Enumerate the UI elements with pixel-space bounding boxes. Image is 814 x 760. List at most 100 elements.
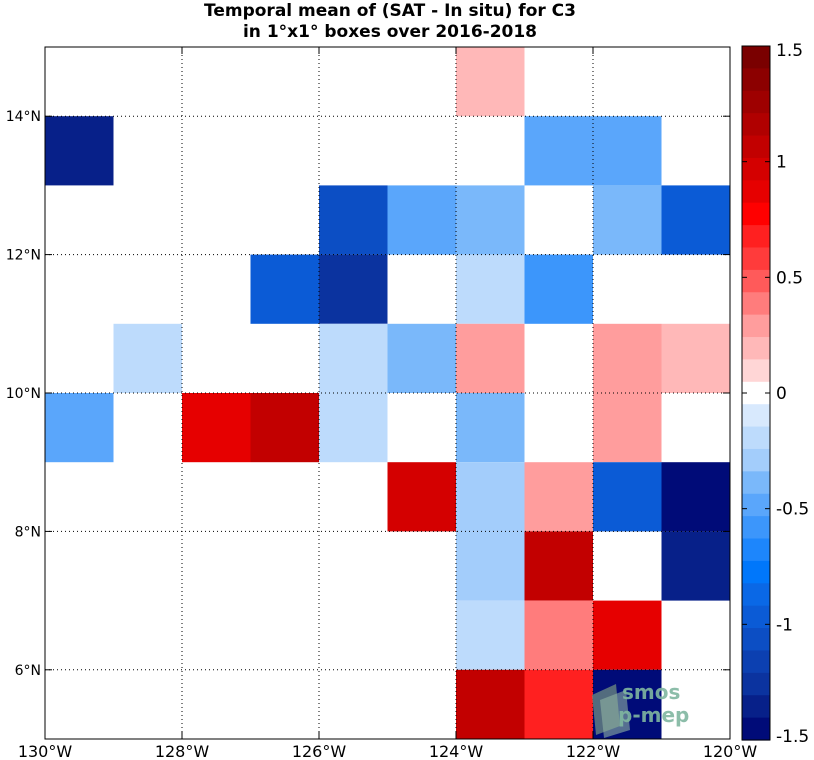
colorbar-swatch-22 [742, 538, 770, 562]
x-tick-label-3: 124°W [429, 742, 484, 760]
colorbar-swatch-12 [742, 314, 770, 338]
heatmap-cell-3 [593, 116, 662, 186]
heatmap-cell-7 [593, 185, 662, 255]
x-tick-label-4: 122°W [566, 742, 621, 760]
heatmap-cell-25 [387, 462, 456, 532]
heatmap-cell-24 [593, 393, 662, 463]
colorbar-swatch-30 [742, 717, 770, 741]
heatmap-cell-31 [524, 531, 593, 601]
colorbar-swatch-0 [742, 46, 770, 69]
colorbar-tick-label-5: -1 [776, 615, 793, 635]
heatmap-cell-20 [182, 393, 251, 463]
colorbar-swatch-24 [742, 583, 770, 607]
heatmap-cell-14 [319, 323, 388, 393]
heatmap-cell-34 [524, 600, 593, 670]
heatmap-cell-37 [524, 669, 593, 739]
colorbar-swatch-13 [742, 337, 770, 361]
colorbar-tick-label-4: -0.5 [776, 500, 809, 520]
y-tick-label-2: 10°N [6, 386, 41, 402]
x-tick-label-1: 128°W [155, 742, 210, 760]
colorbar-tick-label-0: 1.5 [776, 41, 803, 61]
y-tick-label-4: 14°N [6, 109, 41, 125]
heatmap-cell-33 [456, 600, 525, 670]
colorbar-swatch-25 [742, 605, 770, 629]
x-tick-label-2: 126°W [292, 742, 347, 760]
heatmap-cell-22 [319, 393, 388, 463]
watermark-logo-shape-2 [600, 690, 630, 738]
heatmap-cell-30 [456, 531, 525, 601]
cells-layer [45, 47, 730, 739]
heatmap-cell-21 [250, 393, 319, 463]
colorbar-swatch-1 [742, 68, 770, 92]
colorbar-swatch-6 [742, 180, 770, 204]
colorbar-swatch-23 [742, 560, 770, 584]
colorbar-swatch-18 [742, 448, 770, 472]
colorbar: 1.5 1 0.5 0 -0.5 -1 -1.5 [741, 41, 809, 747]
colorbar-swatch-29 [742, 695, 770, 719]
colorbar-swatch-3 [742, 113, 770, 137]
chart-title-line-1: Temporal mean of (SAT - In situ) for C3 [204, 1, 576, 21]
colorbar-swatch-2 [742, 90, 770, 114]
heatmap-cell-8 [661, 185, 730, 255]
colorbar-swatch-26 [742, 628, 770, 652]
colorbar-swatch-15 [742, 381, 770, 405]
x-tick-label-5: 120°W [703, 742, 758, 760]
colorbar-swatch-21 [742, 516, 770, 540]
colorbar-tick-label-3: 0 [776, 384, 787, 404]
heatmap-cell-19 [45, 393, 114, 463]
heatmap-cell-36 [456, 669, 525, 739]
heatmap-cell-11 [456, 254, 525, 324]
heatmap-cell-15 [387, 323, 456, 393]
colorbar-tick-label-1: 1 [776, 153, 787, 173]
x-axis: 130°W 128°W 126°W 124°W 122°W 120°W [18, 47, 758, 760]
heatmap-cell-26 [456, 462, 525, 532]
heatmap-cell-0 [456, 47, 525, 117]
colorbar-swatch-10 [742, 269, 770, 293]
heatmap-cell-5 [387, 185, 456, 255]
colorbar-swatch-16 [742, 404, 770, 428]
y-tick-label-3: 12°N [6, 248, 41, 264]
colorbar-swatch-20 [742, 493, 770, 517]
chart-title-line-2: in 1°x1° boxes over 2016-2018 [242, 22, 538, 42]
colorbar-swatch-11 [742, 292, 770, 316]
heatmap-cell-23 [456, 393, 525, 463]
heatmap-cell-27 [524, 462, 593, 532]
heatmap-cell-1 [45, 116, 114, 186]
colorbar-swatch-7 [742, 202, 770, 226]
heatmap-cell-10 [319, 254, 388, 324]
heatmap-cell-18 [661, 323, 730, 393]
heatmap-cell-6 [456, 185, 525, 255]
colorbar-swatch-5 [742, 157, 770, 181]
heatmap-cell-28 [593, 462, 662, 532]
colorbar-swatch-4 [742, 135, 770, 159]
heatmap-cell-29 [661, 462, 730, 532]
colorbar-swatch-28 [742, 672, 770, 696]
colorbar-tick-label-6: -1.5 [776, 727, 809, 747]
colorbar-swatch-14 [742, 359, 770, 383]
heatmap-cell-9 [250, 254, 319, 324]
heatmap-cell-35 [593, 600, 662, 670]
y-tick-label-0: 6°N [15, 663, 41, 679]
heatmap-cell-2 [524, 116, 593, 186]
y-tick-label-1: 8°N [15, 524, 41, 540]
x-tick-label-0: 130°W [18, 742, 73, 760]
colorbar-swatch-9 [742, 247, 770, 271]
watermark-text-line2: p-mep [618, 703, 689, 727]
colorbar-tick-label-2: 0.5 [776, 268, 803, 288]
watermark-text-line1: smos [622, 680, 680, 704]
colorbar-swatch-17 [742, 426, 770, 450]
colorbar-swatch-8 [742, 225, 770, 249]
grid-layer [45, 47, 730, 739]
colorbar-swatch-27 [742, 650, 770, 674]
heatmap-cell-4 [319, 185, 388, 255]
colorbar-swatch-19 [742, 471, 770, 495]
heatmap-cell-17 [593, 323, 662, 393]
heatmap-cell-32 [661, 531, 730, 601]
heatmap-cell-12 [524, 254, 593, 324]
heatmap-cell-16 [456, 323, 525, 393]
y-axis: 6°N 8°N 10°N 12°N 14°N [6, 109, 730, 679]
heatmap-cell-13 [113, 323, 182, 393]
